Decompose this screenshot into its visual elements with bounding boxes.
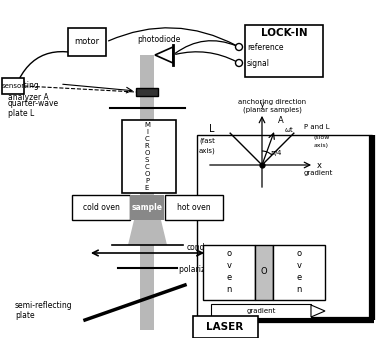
Text: x: x	[317, 161, 322, 169]
Bar	[273, 245, 325, 300]
Text: signal: signal	[247, 58, 270, 68]
Text: v: v	[226, 261, 232, 269]
Text: cold oven: cold oven	[83, 202, 120, 212]
Text: gradient: gradient	[246, 308, 276, 314]
Text: C: C	[145, 164, 149, 170]
Text: E: E	[145, 185, 149, 191]
Text: (slow: (slow	[314, 135, 331, 140]
Circle shape	[235, 44, 243, 50]
Text: e: e	[296, 272, 302, 282]
Text: O: O	[144, 150, 150, 156]
Bar	[122, 120, 176, 193]
Bar	[203, 245, 255, 300]
Text: sample: sample	[132, 202, 162, 212]
Text: o: o	[296, 248, 302, 258]
Text: n: n	[226, 285, 232, 293]
Text: P and L: P and L	[304, 124, 330, 130]
Text: I: I	[146, 129, 148, 135]
Text: R: R	[145, 143, 149, 149]
Text: (fast: (fast	[199, 138, 215, 144]
Text: plate: plate	[15, 311, 35, 319]
Text: o: o	[226, 248, 232, 258]
Text: $\pi$/4: $\pi$/4	[270, 148, 283, 158]
Text: quarter-wave: quarter-wave	[8, 98, 59, 107]
Text: v: v	[297, 261, 302, 269]
Text: axis): axis)	[199, 148, 215, 154]
Text: reference: reference	[247, 43, 284, 51]
Text: e: e	[226, 272, 232, 282]
Text: O: O	[261, 267, 267, 276]
Bar	[245, 25, 323, 77]
Text: y: y	[259, 100, 264, 109]
Polygon shape	[311, 305, 325, 317]
Text: hot oven: hot oven	[177, 202, 211, 212]
Bar	[2, 78, 24, 94]
Bar	[136, 88, 158, 96]
Bar	[197, 135, 372, 320]
Text: O: O	[144, 171, 150, 177]
Text: semi-reflecting: semi-reflecting	[15, 300, 73, 310]
Text: plate L: plate L	[8, 110, 34, 119]
Text: LOCK-IN: LOCK-IN	[261, 28, 307, 38]
Text: gradient: gradient	[304, 170, 334, 176]
Text: condensor: condensor	[187, 242, 227, 251]
Text: n: n	[296, 285, 302, 293]
Polygon shape	[128, 195, 167, 245]
Text: A: A	[278, 116, 284, 125]
Circle shape	[235, 59, 243, 67]
Polygon shape	[155, 47, 173, 63]
Bar	[255, 245, 273, 300]
Text: (planar samples): (planar samples)	[243, 106, 302, 113]
Bar	[130, 195, 164, 220]
Text: analyzer A: analyzer A	[8, 93, 49, 101]
Text: motor: motor	[74, 38, 100, 47]
Bar	[72, 195, 130, 220]
Text: polarizer P: polarizer P	[179, 265, 220, 273]
Text: C: C	[145, 136, 149, 142]
Text: M: M	[144, 122, 150, 128]
Text: sensor: sensor	[2, 83, 24, 89]
Text: P: P	[145, 178, 149, 184]
Bar	[68, 28, 106, 56]
Text: rotating: rotating	[8, 81, 39, 91]
Bar	[140, 55, 154, 330]
Bar	[193, 316, 258, 338]
Text: L: L	[209, 124, 215, 134]
Bar	[211, 304, 311, 318]
Bar	[165, 195, 223, 220]
Text: anchoring direction: anchoring direction	[238, 99, 306, 105]
Text: S: S	[145, 157, 149, 163]
Text: photodiode: photodiode	[137, 34, 180, 44]
Text: LASER: LASER	[206, 322, 244, 332]
Text: axis): axis)	[314, 143, 329, 147]
Text: $\omega$t: $\omega$t	[284, 125, 294, 134]
